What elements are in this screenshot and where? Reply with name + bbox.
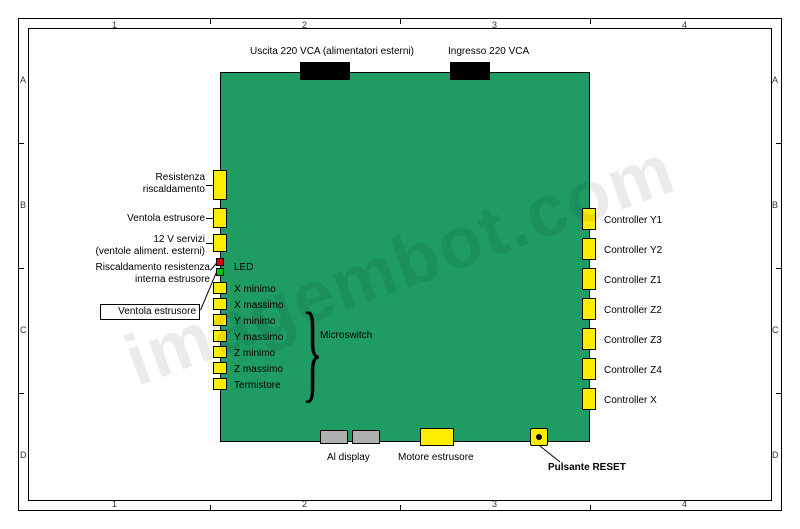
label-cy1: Controller Y1 (604, 215, 662, 227)
connector-cz3 (582, 328, 596, 350)
connector-cz4 (582, 358, 596, 380)
label-cz4: Controller Z4 (604, 365, 662, 377)
label-cx: Controller X (604, 395, 657, 407)
label-top_out: Uscita 220 VCA (alimentatori esterni) (250, 46, 414, 58)
connector-zmin (213, 346, 227, 358)
connector-servizi (213, 234, 227, 252)
reset-dot (536, 434, 542, 440)
label-ymax: Y massimo (234, 332, 283, 344)
label-led: LED (234, 262, 253, 274)
connector-xmax (213, 298, 227, 310)
grid-row-A-right: A (772, 75, 778, 85)
grid-row-C-left: C (20, 325, 27, 335)
connector-cz1 (582, 268, 596, 290)
label-vent_u: Ventola estrusore (110, 213, 205, 225)
label-risc_interna: Riscaldamento resistenza interna estruso… (80, 262, 210, 285)
connector-disp1 (320, 430, 348, 444)
connector-ymin (213, 314, 227, 326)
grid-row-D-left: D (20, 450, 27, 460)
grid-row-B-left: B (20, 200, 26, 210)
connector-res_risc (213, 170, 227, 200)
microswitch-brace: } (302, 296, 323, 406)
connector-disp2 (352, 430, 380, 444)
connector-zmax (213, 362, 227, 374)
label-cy2: Controller Y2 (604, 245, 662, 257)
label-motore: Motore estrusore (398, 452, 474, 464)
connector-led_red (216, 258, 224, 266)
connector-top_in (450, 62, 490, 80)
grid-col-4-bottom: 4 (682, 499, 687, 509)
grid-row-B-right: B (772, 200, 778, 210)
grid-col-2-top: 2 (302, 20, 307, 30)
connector-xmin (213, 282, 227, 294)
connector-top_out (300, 62, 350, 80)
connector-cz2 (582, 298, 596, 320)
label-zmin: Z minimo (234, 348, 275, 360)
label-top_in: Ingresso 220 VCA (448, 46, 529, 58)
label-xmax: X massimo (234, 300, 283, 312)
grid-row-C-right: C (772, 325, 779, 335)
connector-cy1 (582, 208, 596, 230)
connector-cx (582, 388, 596, 410)
label-cz3: Controller Z3 (604, 335, 662, 347)
label-servizi: 12 V servizi (ventole aliment. esterni) (80, 234, 205, 257)
connector-led_green (216, 268, 224, 276)
connector-reset (530, 428, 548, 446)
label-res_risc: Resistenza riscaldamento (110, 172, 205, 195)
label-cz2: Controller Z2 (604, 305, 662, 317)
grid-col-3-top: 3 (492, 20, 497, 30)
grid-row-A-left: A (20, 75, 26, 85)
grid-col-1-bottom: 1 (112, 499, 117, 509)
label-reset: Pulsante RESET (548, 462, 626, 474)
connector-vent_u (213, 208, 227, 228)
grid-col-2-bottom: 2 (302, 499, 307, 509)
grid-row-D-right: D (772, 450, 779, 460)
label-cz1: Controller Z1 (604, 275, 662, 287)
label-al_display: Al display (327, 452, 370, 464)
connector-cy2 (582, 238, 596, 260)
label-xmin: X minimo (234, 284, 276, 296)
grid-col-3-bottom: 3 (492, 499, 497, 509)
connector-motore (420, 428, 454, 446)
grid-col-1-top: 1 (112, 20, 117, 30)
label-zmax: Z massimo (234, 364, 283, 376)
connector-ymax (213, 330, 227, 342)
label-microswitch: Microswitch (320, 330, 372, 342)
connector-term (213, 378, 227, 390)
label-vent_l: Ventola estrusore (100, 304, 200, 320)
label-ymin: Y minimo (234, 316, 276, 328)
label-term: Termistore (234, 380, 281, 392)
grid-col-4-top: 4 (682, 20, 687, 30)
